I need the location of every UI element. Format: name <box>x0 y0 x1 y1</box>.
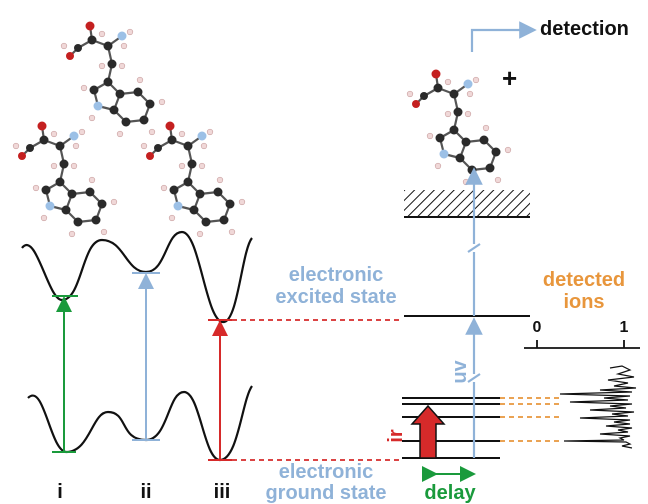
detected-ions-label-line2: ions <box>563 291 604 313</box>
detected-ions-label-line1: detected <box>543 269 625 291</box>
ir-thick-arrow <box>410 404 446 459</box>
conformer-i-label: i <box>57 481 63 503</box>
delay-label: delay <box>424 482 476 504</box>
detection-arrow <box>470 21 537 52</box>
molecule-conformer-top <box>60 20 166 138</box>
molecule-conformer-left <box>12 120 118 238</box>
axis-tick-0: 0 <box>533 319 542 336</box>
excited-state-label-line2: excited state <box>275 286 396 308</box>
conformer-ii-label: ii <box>140 481 151 503</box>
uv-arrow <box>465 167 483 458</box>
ground-state-label-line1: electronic <box>279 461 373 483</box>
ion-trace <box>559 365 637 449</box>
ground-state-label-line2: ground state <box>265 482 386 504</box>
molecule-conformer-mid <box>140 120 246 238</box>
ir-label: ir <box>385 429 407 443</box>
detection-label: detection <box>540 18 629 40</box>
ground-state-curve <box>27 385 253 462</box>
excited-state-label-line1: electronic <box>289 264 383 286</box>
molecule-ion <box>406 68 512 186</box>
hatched-continuum <box>404 190 530 216</box>
ion-charge-plus: + <box>502 63 517 93</box>
conformer-iii-label: iii <box>214 481 231 503</box>
uv-label: uv <box>449 359 471 383</box>
axis-tick-1: 1 <box>620 319 629 336</box>
excited-state-curve <box>21 230 253 324</box>
